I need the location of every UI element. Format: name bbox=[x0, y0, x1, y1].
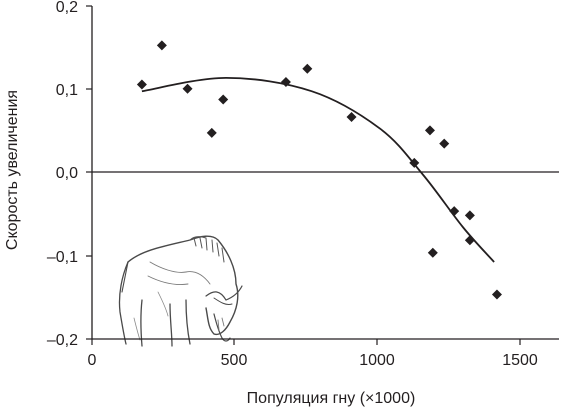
y-tick-label: 0,2 bbox=[56, 0, 78, 16]
data-point bbox=[280, 77, 291, 88]
y-tick-label: 0,1 bbox=[56, 82, 78, 99]
data-point bbox=[136, 79, 147, 90]
y-axis-title: Скорость увеличения bbox=[4, 90, 21, 250]
x-tick-label: 500 bbox=[221, 352, 248, 369]
data-point bbox=[182, 83, 193, 94]
y-tick-label: –0,2 bbox=[47, 332, 78, 349]
data-point bbox=[464, 210, 475, 221]
data-point bbox=[464, 235, 475, 246]
y-tick-label: –0,1 bbox=[47, 249, 78, 266]
data-point bbox=[302, 63, 313, 74]
x-tick-label: 1000 bbox=[359, 352, 395, 369]
data-point bbox=[156, 40, 167, 51]
y-tick-label: 0,0 bbox=[56, 165, 78, 182]
data-point bbox=[409, 157, 420, 168]
trend-curve bbox=[141, 76, 495, 263]
data-point bbox=[206, 127, 217, 138]
data-point bbox=[491, 289, 502, 300]
x-tick-label: 1500 bbox=[502, 352, 538, 369]
data-point bbox=[218, 94, 229, 105]
data-point bbox=[427, 247, 438, 258]
x-axis-title: Популяция гну (×1000) bbox=[247, 390, 416, 407]
data-point bbox=[424, 125, 435, 136]
data-point bbox=[346, 112, 357, 123]
data-point bbox=[449, 206, 460, 217]
wildebeest-illustration bbox=[118, 235, 243, 347]
data-point bbox=[439, 138, 450, 149]
data-points bbox=[136, 40, 502, 300]
x-tick-label: 0 bbox=[88, 352, 97, 369]
